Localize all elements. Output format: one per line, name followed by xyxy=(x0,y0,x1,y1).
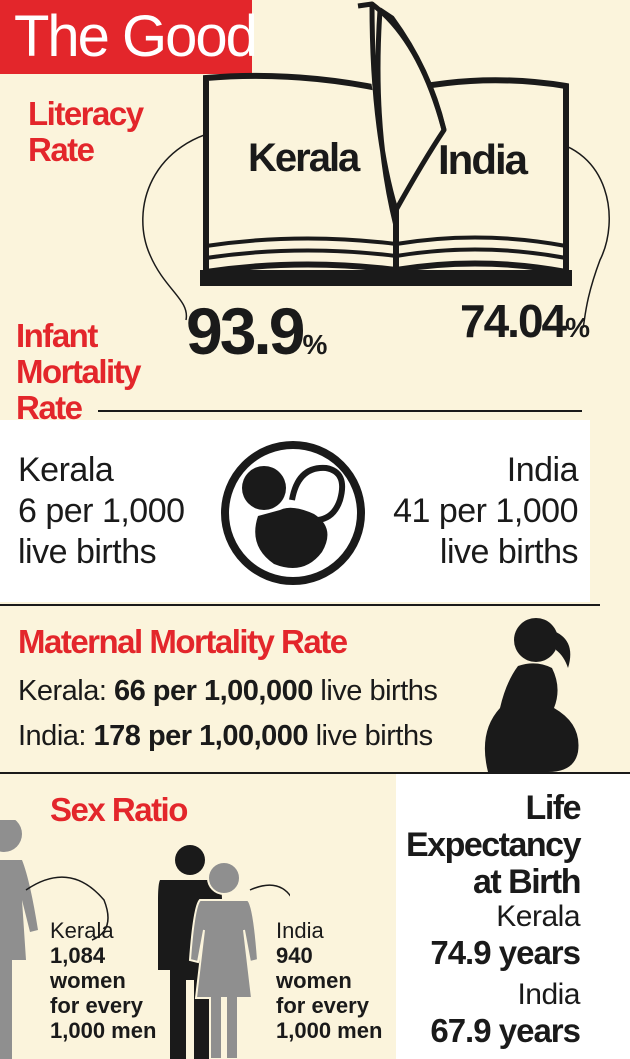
literacy-india-value: 74.04% xyxy=(460,295,591,347)
maternal-mortality-label: Maternal Mortality Rate xyxy=(18,623,348,660)
infant-india-stat: India 41 per 1,000 live births xyxy=(393,451,578,571)
divider xyxy=(0,772,630,774)
woman-figure-icon xyxy=(0,820,38,1059)
infant-mortality-label: Infant Mortality Rate xyxy=(16,317,142,426)
people-figures xyxy=(0,820,290,1059)
sex-ratio-india-stat: India 940 women for every 1,000 men xyxy=(276,918,383,1043)
book-icon xyxy=(142,1,610,329)
literacy-label: Literacy Rate xyxy=(28,95,144,168)
divider xyxy=(98,410,582,412)
maternal-kerala-stat: Kerala: 66 per 1,00,000 live births xyxy=(18,675,438,707)
book-kerala-label: Kerala xyxy=(248,136,360,180)
life-india-value: 67.9 years xyxy=(430,1012,581,1049)
sex-ratio-label: Sex Ratio xyxy=(50,791,188,828)
pregnant-woman-icon xyxy=(484,618,579,772)
title-banner xyxy=(0,0,252,74)
divider xyxy=(0,604,600,606)
book-india-label: India xyxy=(438,136,528,183)
life-india-label: India xyxy=(517,978,580,1011)
life-expectancy-title: Life Expectancy at Birth xyxy=(406,789,582,901)
literacy-kerala-value: 93.9% xyxy=(186,294,328,368)
page-title: The Good xyxy=(14,4,258,69)
life-kerala-value: 74.9 years xyxy=(430,934,581,971)
woman-figure-icon xyxy=(188,861,260,1059)
infant-kerala-stat: Kerala 6 per 1,000 live births xyxy=(18,451,185,571)
life-expectancy-panel xyxy=(396,774,630,1059)
maternal-india-stat: India: 178 per 1,00,000 live births xyxy=(18,720,433,752)
life-kerala-label: Kerala xyxy=(496,900,580,933)
sex-ratio-kerala-stat: Kerala 1,084 women for every 1,000 men xyxy=(50,918,157,1043)
fetus-icon xyxy=(221,441,365,585)
